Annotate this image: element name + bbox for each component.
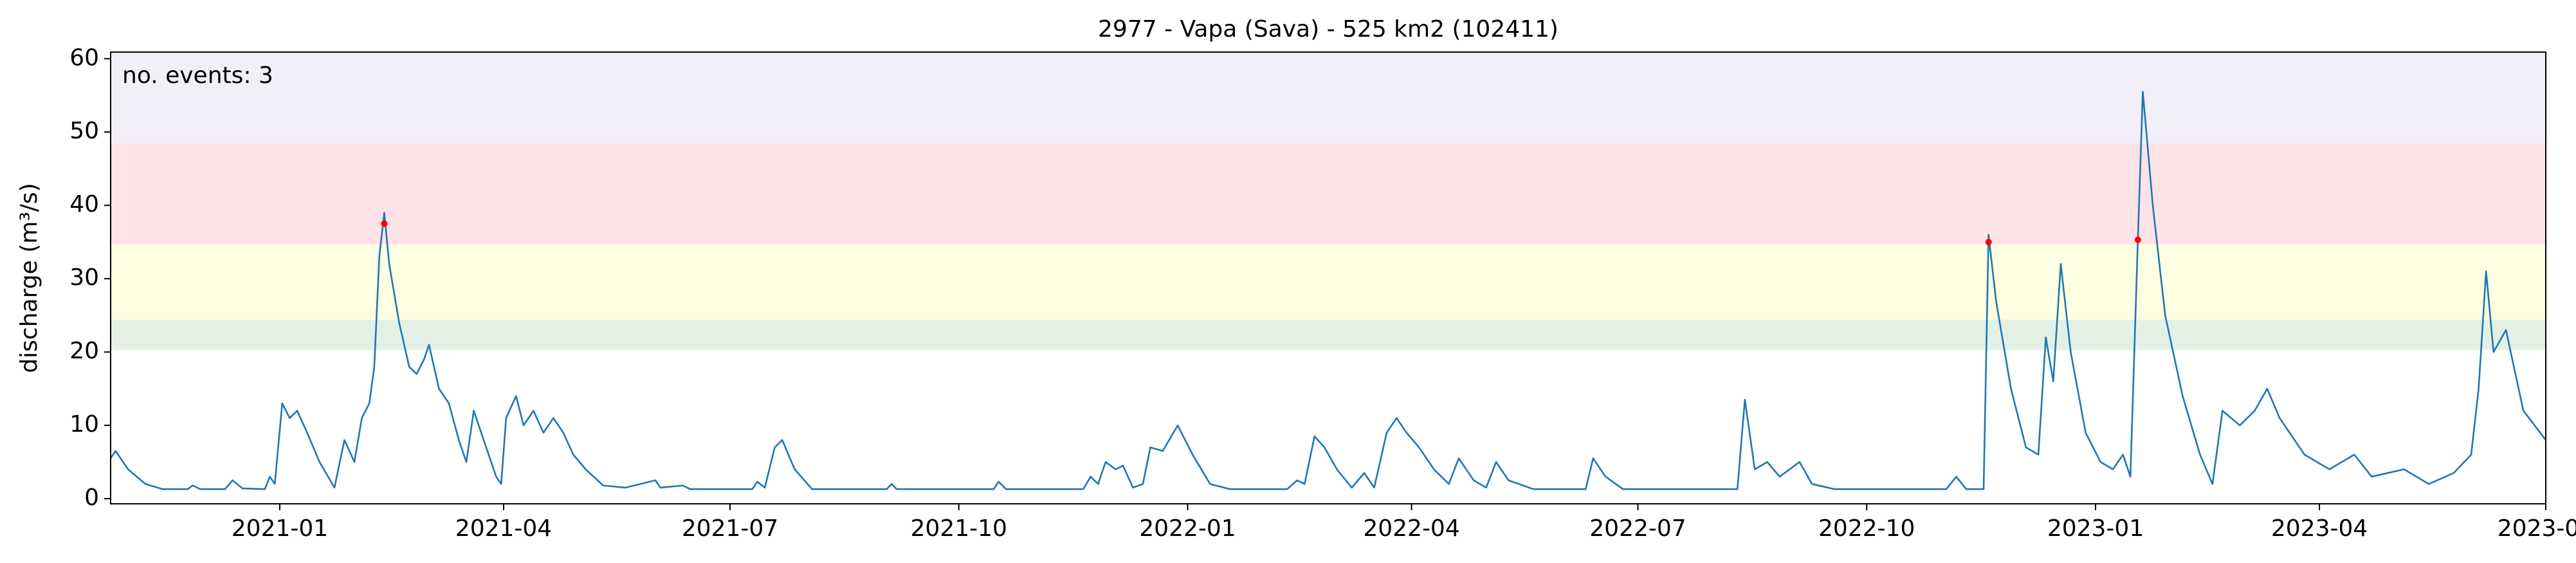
y-tick-label: 0 xyxy=(84,485,99,511)
x-tick-label: 2023-01 xyxy=(2047,515,2144,542)
chart-title: 2977 - Vapa (Sava) - 525 km2 (102411) xyxy=(1098,16,1558,42)
y-tick-label: 60 xyxy=(69,44,99,71)
discharge-line xyxy=(109,91,2547,490)
x-tick-label: 2021-04 xyxy=(455,515,552,542)
events-annotation: no. events: 3 xyxy=(122,62,273,89)
y-tick-label: 40 xyxy=(69,191,99,217)
x-tick-label: 2022-10 xyxy=(1818,515,1915,542)
x-tick-label: 2021-10 xyxy=(911,515,1007,542)
y-tick-label: 10 xyxy=(69,411,99,438)
event-point xyxy=(1985,239,1992,246)
threshold-band xyxy=(111,52,2546,144)
threshold-band xyxy=(111,319,2546,350)
y-tick-label: 20 xyxy=(69,338,99,364)
threshold-band xyxy=(111,244,2546,320)
x-tick-label: 2023-04 xyxy=(2271,515,2368,542)
x-tick-label: 2021-01 xyxy=(232,515,328,542)
x-tick-label: 2021-07 xyxy=(682,515,778,542)
event-point xyxy=(2134,236,2141,243)
x-tick-label: 2022-04 xyxy=(1363,515,1459,542)
plot-frame xyxy=(110,51,2546,504)
x-tick-label: 2023-07 xyxy=(2498,515,2576,542)
x-tick-label: 2022-01 xyxy=(1139,515,1236,542)
y-tick-label: 30 xyxy=(69,264,99,291)
x-tick-label: 2022-07 xyxy=(1589,515,1686,542)
y-axis-label: discharge (m³/s) xyxy=(16,183,42,373)
threshold-band xyxy=(111,143,2546,245)
y-tick-label: 50 xyxy=(69,118,99,144)
event-point xyxy=(381,220,388,227)
